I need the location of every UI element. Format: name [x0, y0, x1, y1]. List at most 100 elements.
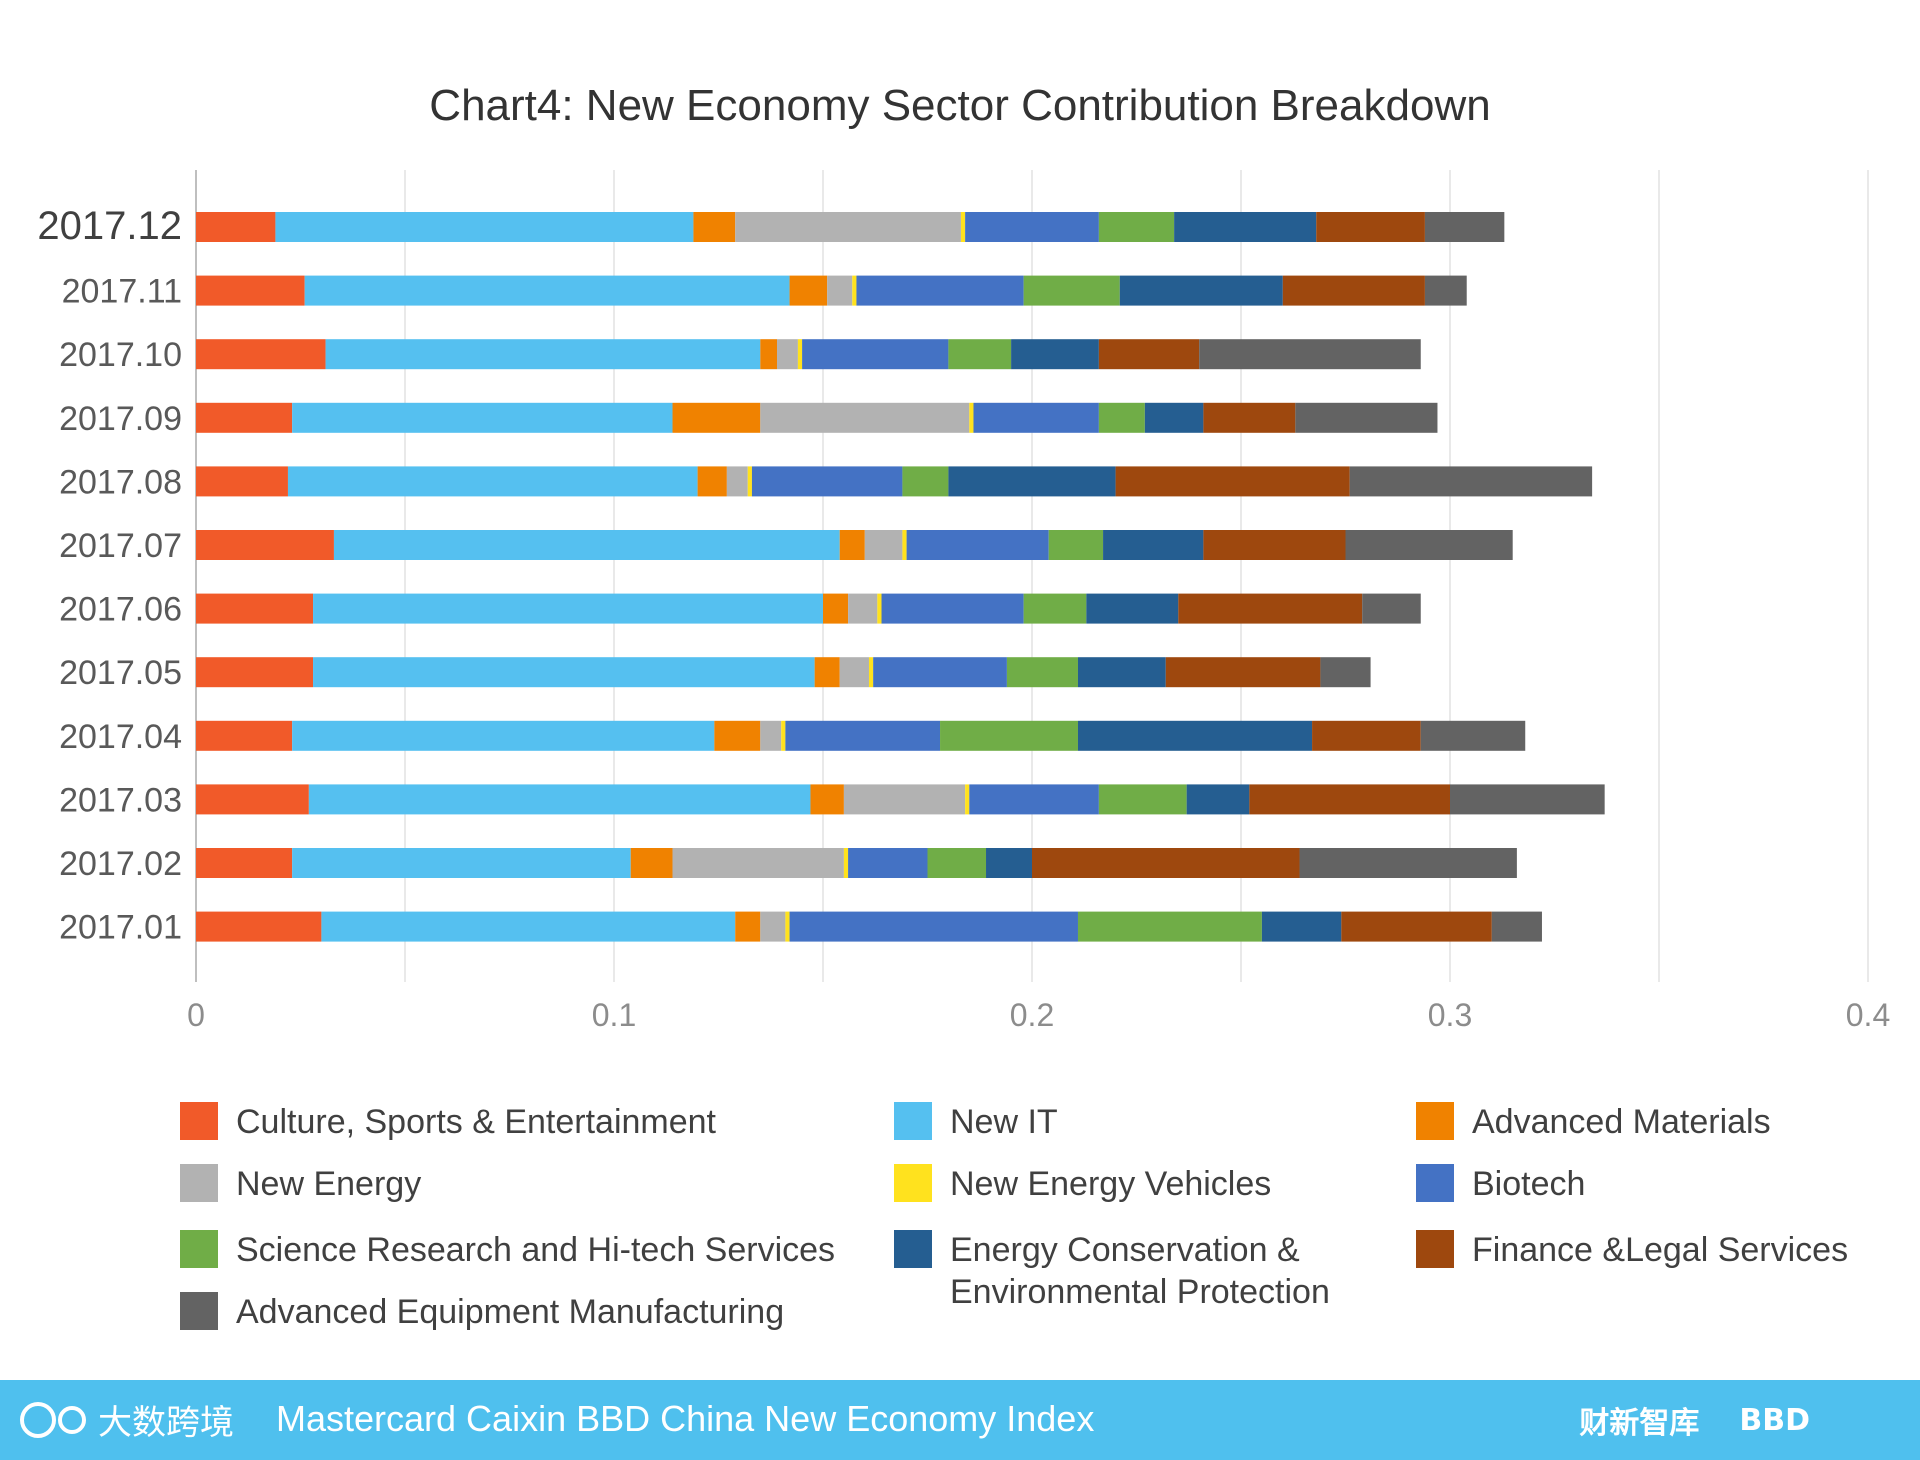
bar-segment [1420, 720, 1526, 751]
bar-segment [1086, 593, 1179, 624]
category-label: 2017.12 [37, 204, 182, 248]
bar-segment [1261, 911, 1342, 942]
bar-segment [693, 212, 736, 242]
category-label: 2017.10 [59, 336, 182, 374]
bar-segment [1048, 530, 1104, 560]
legend-label: Energy Conservation & Environmental Prote… [950, 1231, 1330, 1311]
category-label: 2017.07 [59, 527, 182, 565]
legend-item: Advanced Equipment Manufacturing [180, 1292, 784, 1331]
bar-segment [672, 848, 844, 878]
bar-segment [789, 911, 1078, 942]
category-label: 2017.06 [59, 591, 182, 629]
bar-segment [1295, 402, 1438, 433]
bar-segment [827, 275, 853, 306]
chart: Chart4: New Economy Sector Contribution … [37, 81, 1890, 1331]
bar-segment [321, 911, 736, 942]
bar-segment [760, 339, 778, 370]
bar-segment [196, 530, 334, 560]
x-tick-label: 0 [187, 997, 205, 1033]
bar-segment [1249, 784, 1450, 815]
bar-segment [864, 530, 903, 560]
bar-segment [1199, 339, 1421, 370]
legend-swatch [180, 1292, 218, 1330]
partner-logos: 财新智库 BBD [1579, 1398, 1810, 1442]
bar-segment [292, 848, 631, 878]
bar-segment [196, 212, 276, 242]
bar-segment [1103, 530, 1204, 560]
bar-segment [726, 466, 748, 497]
bar-segment [196, 275, 305, 306]
bar-segment [196, 784, 309, 815]
legend-item: Energy Conservation & Environmental Prote… [894, 1230, 1330, 1311]
bar-segment [308, 784, 811, 815]
bar-segment [735, 911, 761, 942]
bar-segment [751, 466, 903, 497]
bar-segment [714, 720, 761, 751]
bar-segment [848, 848, 928, 878]
legend-label: Advanced Materials [1472, 1103, 1771, 1141]
x-tick-label: 0.1 [592, 997, 636, 1033]
footer-bar: 大数跨境 Mastercard Caixin BBD China New Eco… [0, 1380, 1920, 1460]
legend-swatch [894, 1230, 932, 1268]
legend-label: New Energy [236, 1165, 421, 1203]
category-label: 2017.02 [59, 845, 182, 883]
bar-segment [292, 402, 673, 433]
bar-segment [1186, 784, 1250, 815]
bar-segment [948, 339, 1012, 370]
bar-segment [1077, 657, 1166, 688]
bar-segment [196, 720, 293, 751]
category-label: 2017.01 [59, 909, 182, 947]
bar-segment [839, 530, 865, 560]
bar-segment [1098, 212, 1175, 242]
bar-segment [1144, 402, 1204, 433]
bar-segment [313, 657, 815, 688]
bar-segment [1023, 593, 1087, 624]
bar-segment [735, 212, 961, 242]
bar-segment [902, 466, 949, 497]
bar-segment [1023, 275, 1120, 306]
bar-segment [325, 339, 761, 370]
bar-segment [1450, 784, 1605, 815]
legend-swatch [894, 1102, 932, 1140]
bar-segment [196, 593, 314, 624]
bar-segment [1006, 657, 1078, 688]
bar-segment [333, 530, 840, 560]
chart-title: Chart4: New Economy Sector Contribution … [429, 81, 1490, 130]
legend-swatch [180, 1230, 218, 1268]
bar-segment [856, 275, 1024, 306]
bar-segment [1320, 657, 1371, 688]
bar-segment [760, 402, 970, 433]
bar-segment [927, 848, 987, 878]
bar-segment [948, 466, 1116, 497]
legend-label: Culture, Sports & Entertainment [236, 1103, 717, 1141]
bar-segment [196, 339, 326, 370]
bar-segment [797, 339, 803, 370]
bar-segment [1282, 275, 1425, 306]
bar-segment [1362, 593, 1421, 624]
caixin-insight-logo: 财新智库 [1579, 1406, 1700, 1441]
bar-segment [304, 275, 790, 306]
bar-segment [1349, 466, 1593, 497]
legend-swatch [1416, 1164, 1454, 1202]
bar-segment [1174, 212, 1317, 242]
legend-item: Biotech [1416, 1164, 1585, 1203]
bar-segment [852, 275, 857, 306]
legend-item: New Energy Vehicles [894, 1164, 1271, 1203]
legend-item: Finance &Legal Services [1416, 1230, 1848, 1269]
bar-segment [1345, 530, 1513, 560]
bar-segment [196, 911, 322, 942]
bar-series [196, 212, 1605, 942]
bar-segment [973, 402, 1099, 433]
legend-item: New IT [894, 1102, 1058, 1141]
bar-segment [940, 720, 1078, 751]
bar-segment [1424, 212, 1505, 242]
bar-segment [1312, 720, 1421, 751]
bar-segment [868, 657, 874, 688]
x-tick-label: 0.3 [1428, 997, 1472, 1033]
bar-segment [814, 657, 840, 688]
bar-segment [1316, 212, 1425, 242]
bar-segment [1032, 848, 1300, 878]
bar-segment [877, 593, 882, 624]
bar-segment [848, 593, 878, 624]
legend-label: Finance &Legal Services [1472, 1231, 1848, 1269]
